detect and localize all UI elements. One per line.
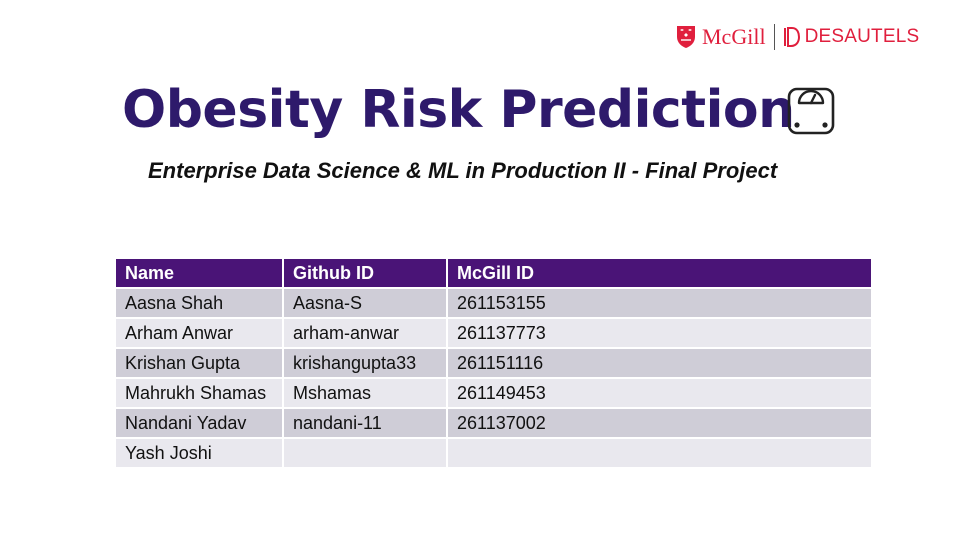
table-row: Nandani Yadav nandani-11 261137002 — [116, 407, 873, 439]
desautels-wordmark: DESAUTELS — [804, 26, 920, 47]
table-row: Arham Anwar arham-anwar 261137773 — [116, 317, 873, 349]
github-id-cell: Mshamas — [282, 377, 448, 409]
name-cell: Mahrukh Shamas — [116, 377, 284, 409]
subtitle: Enterprise Data Science & ML in Producti… — [148, 158, 778, 183]
mcgill-id-cell: 261137002 — [446, 407, 873, 439]
table-row: Aasna Shah Aasna-S 261153155 — [116, 287, 873, 319]
github-id-cell: Aasna-S — [282, 287, 448, 319]
mcgill-id-cell: 261137773 — [446, 317, 873, 349]
mcgill-crest-icon — [677, 26, 695, 48]
mcgill-id-cell: 261151116 — [446, 347, 873, 379]
column-header-name: Name — [116, 257, 284, 289]
bathroom-scale-icon — [787, 87, 835, 135]
mcgill-wordmark: McGill — [702, 24, 766, 49]
name-cell: Arham Anwar — [116, 317, 284, 349]
team-table: Name Github ID McGill ID Aasna Shah Aasn… — [116, 257, 873, 469]
github-id-cell: nandani-11 — [282, 407, 448, 439]
table-row: Yash Joshi — [116, 437, 873, 469]
name-cell: Aasna Shah — [116, 287, 284, 319]
table-header-row: Name Github ID McGill ID — [116, 257, 873, 289]
column-header-github-id: Github ID — [282, 257, 448, 289]
github-id-cell: arham-anwar — [282, 317, 448, 349]
mcgill-id-cell: 261153155 — [446, 287, 873, 319]
page-title: Obesity Risk Prediction — [122, 80, 795, 140]
name-cell: Nandani Yadav — [116, 407, 284, 439]
github-id-cell: krishangupta33 — [282, 347, 448, 379]
name-cell: Yash Joshi — [116, 437, 284, 469]
table-row: Mahrukh Shamas Mshamas 261149453 — [116, 377, 873, 409]
github-id-cell — [282, 437, 448, 469]
table-row: Krishan Gupta krishangupta33 261151116 — [116, 347, 873, 379]
mcgill-id-cell — [446, 437, 873, 469]
logo-divider — [773, 24, 775, 50]
mcgill-desautels-logo: McGill DESAUTELS — [676, 22, 919, 52]
mcgill-id-cell: 261149453 — [446, 377, 873, 409]
name-cell: Krishan Gupta — [116, 347, 284, 379]
column-header-mcgill-id: McGill ID — [446, 257, 873, 289]
desautels-mark-icon — [783, 27, 800, 47]
